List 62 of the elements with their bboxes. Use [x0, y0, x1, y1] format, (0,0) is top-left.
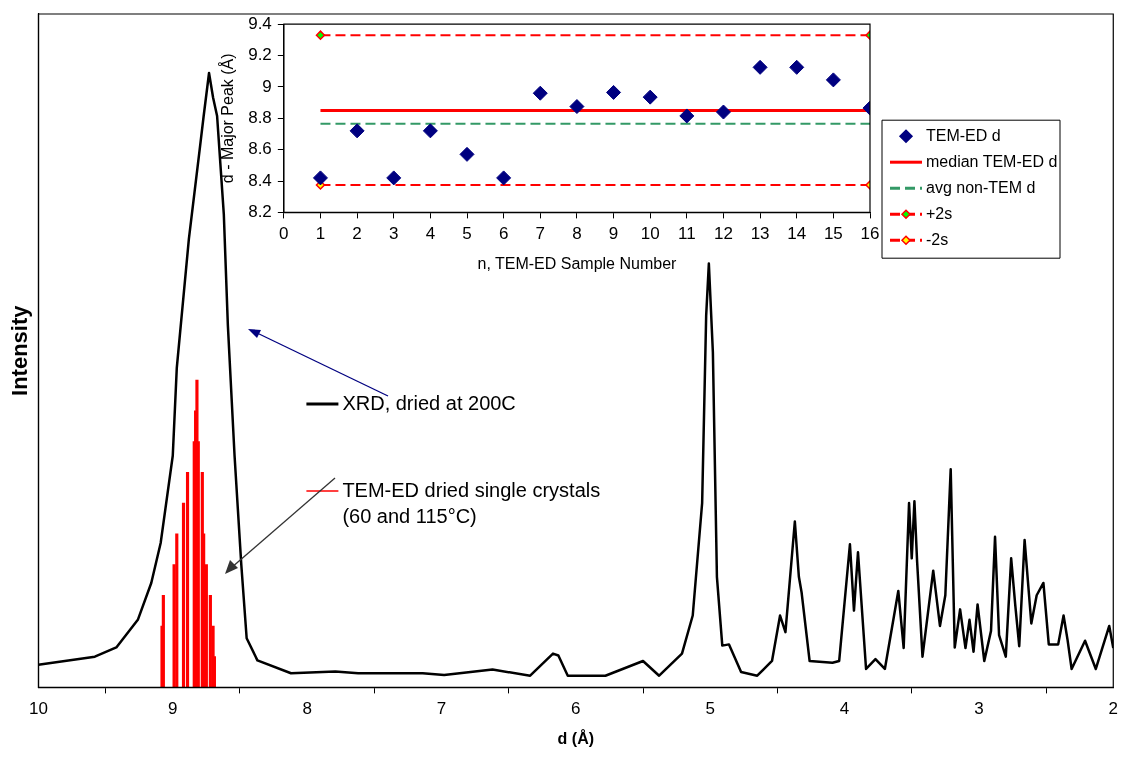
x-tick-label: 5 [705, 699, 715, 719]
legend-label: avg non-TEM d [926, 178, 1036, 196]
x-tick-label: 10 [640, 224, 660, 244]
y-tick-label: 9.4 [248, 13, 272, 33]
x-tick-label: 5 [462, 224, 472, 244]
x-tick-label: 9 [168, 699, 178, 719]
x-tick-label: 8 [302, 699, 312, 719]
x-tick-label: 9 [608, 224, 619, 244]
x-tick-label: 3 [974, 699, 984, 719]
y-tick-label: 8.2 [248, 202, 272, 222]
x-tick-label: 10 [28, 699, 48, 719]
point [349, 123, 365, 139]
x-tick-label: 2 [1108, 699, 1119, 719]
x-tick-label: 6 [571, 699, 581, 719]
point [825, 72, 841, 88]
point [422, 123, 438, 139]
x-tick-label: 3 [389, 224, 399, 244]
point [606, 84, 622, 100]
x-tick-label: 2 [352, 224, 362, 244]
point [569, 99, 585, 115]
point [789, 59, 805, 75]
x-tick-label: 11 [677, 224, 696, 244]
x-tick-label: 12 [714, 224, 733, 244]
point [496, 170, 512, 186]
legend-label: +2s [926, 204, 953, 222]
x-tick-label: 4 [839, 699, 850, 719]
x-tick-label: 13 [750, 224, 770, 244]
y-tick-label: 8.8 [248, 107, 272, 127]
y-axis-title: Intensity [7, 304, 33, 396]
x-tick-label: 1 [315, 224, 326, 244]
point [715, 104, 731, 120]
point [459, 146, 475, 162]
point [642, 89, 658, 105]
legend-label: TEM-ED dried single crystals (60 and 115°C) [342, 478, 601, 527]
x-tick-label: 15 [823, 224, 843, 244]
y-tick-label: 9.2 [248, 45, 272, 65]
point [752, 59, 768, 75]
x-tick-label: 4 [425, 224, 436, 244]
legend-label: TEM-ED d [926, 126, 1001, 144]
x-tick-label: 7 [535, 224, 546, 244]
y-tick-label: 8.6 [248, 139, 272, 159]
legend-label: -2s [926, 230, 949, 248]
x-tick-label: 7 [436, 699, 447, 719]
x-axis-title: n, TEM-ED Sample Number [477, 254, 678, 272]
legend-label: median TEM-ED d [926, 152, 1058, 170]
point [386, 170, 402, 186]
bar [185, 472, 190, 688]
x-axis-title: d (Å) [557, 728, 595, 747]
bar [161, 594, 165, 688]
y-axis-title: d - Major Peak (Å) [218, 53, 237, 184]
x-tick-label: 14 [787, 224, 807, 244]
x-tick-label: 16 [860, 224, 880, 244]
x-tick-label: 6 [498, 224, 509, 244]
point [312, 170, 328, 186]
x-tick-label: 0 [279, 224, 289, 244]
y-tick-label: 9 [262, 76, 272, 96]
bar [175, 533, 179, 688]
legend-label: XRD, dried at 200C [342, 391, 516, 414]
y-tick-label: 8.4 [248, 170, 272, 190]
point [532, 85, 548, 101]
x-tick-label: 8 [572, 224, 582, 244]
point [679, 108, 695, 124]
